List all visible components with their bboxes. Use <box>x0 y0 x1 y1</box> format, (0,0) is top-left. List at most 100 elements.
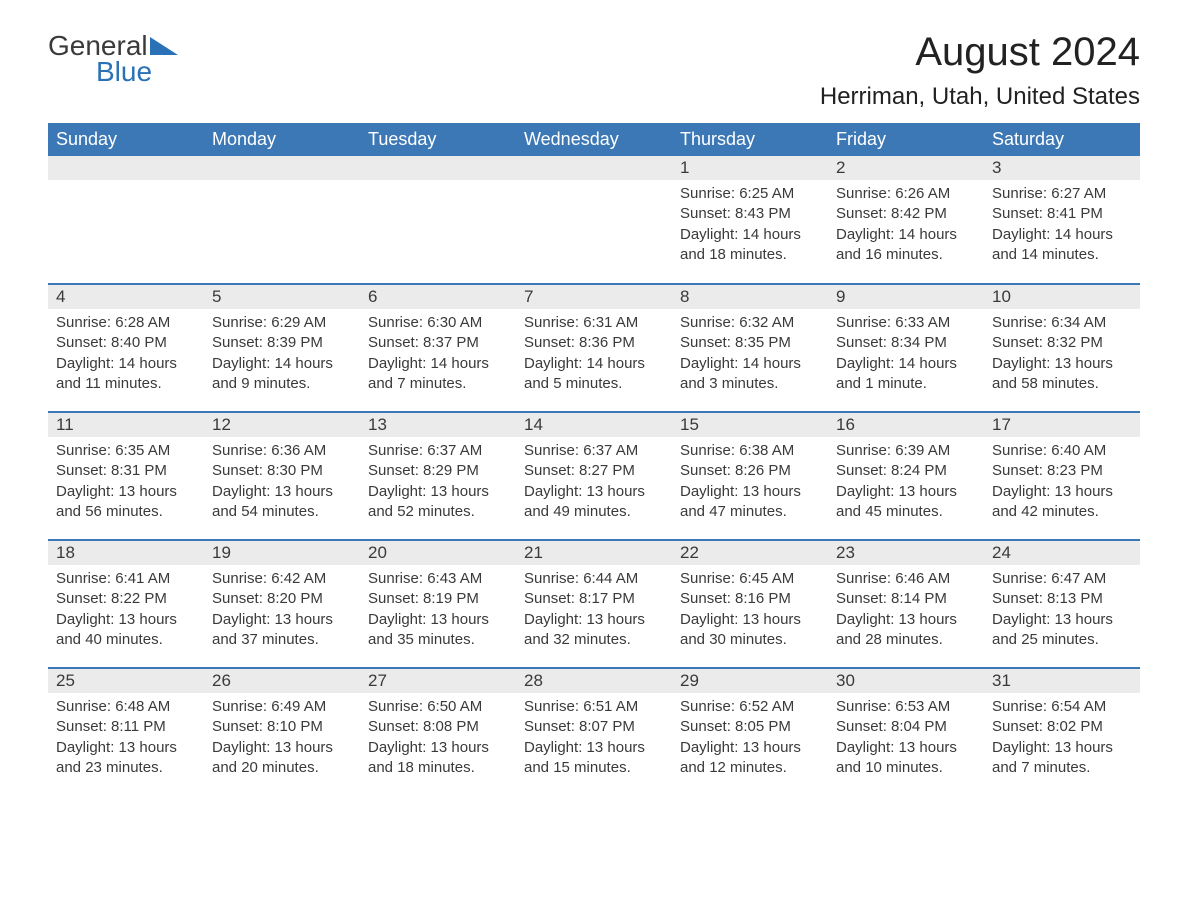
day-content: Sunrise: 6:32 AMSunset: 8:35 PMDaylight:… <box>672 309 828 398</box>
daylight-text: Daylight: 13 hours and 49 minutes. <box>524 482 664 523</box>
day-content: Sunrise: 6:31 AMSunset: 8:36 PMDaylight:… <box>516 309 672 398</box>
day-content: Sunrise: 6:51 AMSunset: 8:07 PMDaylight:… <box>516 693 672 782</box>
sunset-text: Sunset: 8:35 PM <box>680 333 820 353</box>
daylight-text: Daylight: 14 hours and 18 minutes. <box>680 225 820 266</box>
daylight-text: Daylight: 14 hours and 1 minute. <box>836 354 976 395</box>
day-cell: 15Sunrise: 6:38 AMSunset: 8:26 PMDayligh… <box>672 412 828 540</box>
day-content: Sunrise: 6:45 AMSunset: 8:16 PMDaylight:… <box>672 565 828 654</box>
day-number: 4 <box>48 285 204 309</box>
daylight-text: Daylight: 14 hours and 11 minutes. <box>56 354 196 395</box>
day-header-friday: Friday <box>828 123 984 156</box>
day-number: 6 <box>360 285 516 309</box>
day-content: Sunrise: 6:54 AMSunset: 8:02 PMDaylight:… <box>984 693 1140 782</box>
day-content: Sunrise: 6:35 AMSunset: 8:31 PMDaylight:… <box>48 437 204 526</box>
day-cell: 24Sunrise: 6:47 AMSunset: 8:13 PMDayligh… <box>984 540 1140 668</box>
day-number: 7 <box>516 285 672 309</box>
day-content: Sunrise: 6:41 AMSunset: 8:22 PMDaylight:… <box>48 565 204 654</box>
day-number <box>516 156 672 180</box>
daylight-text: Daylight: 13 hours and 25 minutes. <box>992 610 1132 651</box>
daylight-text: Daylight: 13 hours and 52 minutes. <box>368 482 508 523</box>
location: Herriman, Utah, United States <box>820 83 1140 111</box>
day-number: 21 <box>516 541 672 565</box>
week-row: 11Sunrise: 6:35 AMSunset: 8:31 PMDayligh… <box>48 412 1140 540</box>
sunset-text: Sunset: 8:26 PM <box>680 461 820 481</box>
sunset-text: Sunset: 8:23 PM <box>992 461 1132 481</box>
sunset-text: Sunset: 8:20 PM <box>212 589 352 609</box>
day-cell: 18Sunrise: 6:41 AMSunset: 8:22 PMDayligh… <box>48 540 204 668</box>
day-content: Sunrise: 6:39 AMSunset: 8:24 PMDaylight:… <box>828 437 984 526</box>
daylight-text: Daylight: 13 hours and 42 minutes. <box>992 482 1132 523</box>
day-number: 14 <box>516 413 672 437</box>
day-content: Sunrise: 6:43 AMSunset: 8:19 PMDaylight:… <box>360 565 516 654</box>
daylight-text: Daylight: 14 hours and 7 minutes. <box>368 354 508 395</box>
sunrise-text: Sunrise: 6:25 AM <box>680 184 820 204</box>
day-content: Sunrise: 6:46 AMSunset: 8:14 PMDaylight:… <box>828 565 984 654</box>
day-number: 3 <box>984 156 1140 180</box>
daylight-text: Daylight: 13 hours and 37 minutes. <box>212 610 352 651</box>
sunrise-text: Sunrise: 6:37 AM <box>368 441 508 461</box>
day-content: Sunrise: 6:52 AMSunset: 8:05 PMDaylight:… <box>672 693 828 782</box>
daylight-text: Daylight: 13 hours and 28 minutes. <box>836 610 976 651</box>
daylight-text: Daylight: 13 hours and 20 minutes. <box>212 738 352 779</box>
daylight-text: Daylight: 13 hours and 7 minutes. <box>992 738 1132 779</box>
sunset-text: Sunset: 8:27 PM <box>524 461 664 481</box>
sunrise-text: Sunrise: 6:41 AM <box>56 569 196 589</box>
day-cell: 9Sunrise: 6:33 AMSunset: 8:34 PMDaylight… <box>828 284 984 412</box>
day-cell: 30Sunrise: 6:53 AMSunset: 8:04 PMDayligh… <box>828 668 984 796</box>
day-number: 23 <box>828 541 984 565</box>
day-cell: 27Sunrise: 6:50 AMSunset: 8:08 PMDayligh… <box>360 668 516 796</box>
day-cell: 28Sunrise: 6:51 AMSunset: 8:07 PMDayligh… <box>516 668 672 796</box>
day-cell: 20Sunrise: 6:43 AMSunset: 8:19 PMDayligh… <box>360 540 516 668</box>
daylight-text: Daylight: 14 hours and 5 minutes. <box>524 354 664 395</box>
day-header-row: Sunday Monday Tuesday Wednesday Thursday… <box>48 123 1140 156</box>
day-number: 27 <box>360 669 516 693</box>
day-number: 26 <box>204 669 360 693</box>
sunset-text: Sunset: 8:29 PM <box>368 461 508 481</box>
day-cell: 5Sunrise: 6:29 AMSunset: 8:39 PMDaylight… <box>204 284 360 412</box>
day-content: Sunrise: 6:37 AMSunset: 8:27 PMDaylight:… <box>516 437 672 526</box>
daylight-text: Daylight: 13 hours and 54 minutes. <box>212 482 352 523</box>
day-number: 31 <box>984 669 1140 693</box>
daylight-text: Daylight: 14 hours and 9 minutes. <box>212 354 352 395</box>
day-cell: 13Sunrise: 6:37 AMSunset: 8:29 PMDayligh… <box>360 412 516 540</box>
day-content: Sunrise: 6:37 AMSunset: 8:29 PMDaylight:… <box>360 437 516 526</box>
daylight-text: Daylight: 13 hours and 58 minutes. <box>992 354 1132 395</box>
sunrise-text: Sunrise: 6:35 AM <box>56 441 196 461</box>
week-row: 1Sunrise: 6:25 AMSunset: 8:43 PMDaylight… <box>48 156 1140 284</box>
sunset-text: Sunset: 8:22 PM <box>56 589 196 609</box>
header: General Blue August 2024 Herriman, Utah,… <box>48 30 1140 111</box>
sunrise-text: Sunrise: 6:29 AM <box>212 313 352 333</box>
day-content: Sunrise: 6:42 AMSunset: 8:20 PMDaylight:… <box>204 565 360 654</box>
week-row: 25Sunrise: 6:48 AMSunset: 8:11 PMDayligh… <box>48 668 1140 796</box>
day-header-saturday: Saturday <box>984 123 1140 156</box>
sunrise-text: Sunrise: 6:49 AM <box>212 697 352 717</box>
daylight-text: Daylight: 14 hours and 14 minutes. <box>992 225 1132 266</box>
day-header-thursday: Thursday <box>672 123 828 156</box>
sunset-text: Sunset: 8:05 PM <box>680 717 820 737</box>
day-cell: 8Sunrise: 6:32 AMSunset: 8:35 PMDaylight… <box>672 284 828 412</box>
day-content: Sunrise: 6:48 AMSunset: 8:11 PMDaylight:… <box>48 693 204 782</box>
day-content: Sunrise: 6:26 AMSunset: 8:42 PMDaylight:… <box>828 180 984 269</box>
sunrise-text: Sunrise: 6:54 AM <box>992 697 1132 717</box>
calendar-body: 1Sunrise: 6:25 AMSunset: 8:43 PMDaylight… <box>48 156 1140 796</box>
day-number: 10 <box>984 285 1140 309</box>
week-row: 4Sunrise: 6:28 AMSunset: 8:40 PMDaylight… <box>48 284 1140 412</box>
daylight-text: Daylight: 13 hours and 15 minutes. <box>524 738 664 779</box>
sunset-text: Sunset: 8:31 PM <box>56 461 196 481</box>
sunrise-text: Sunrise: 6:51 AM <box>524 697 664 717</box>
sunrise-text: Sunrise: 6:27 AM <box>992 184 1132 204</box>
sunset-text: Sunset: 8:40 PM <box>56 333 196 353</box>
sunrise-text: Sunrise: 6:30 AM <box>368 313 508 333</box>
day-content: Sunrise: 6:49 AMSunset: 8:10 PMDaylight:… <box>204 693 360 782</box>
title-section: August 2024 Herriman, Utah, United State… <box>820 30 1140 111</box>
day-content: Sunrise: 6:30 AMSunset: 8:37 PMDaylight:… <box>360 309 516 398</box>
logo-blue: Blue <box>96 56 152 88</box>
day-cell: 21Sunrise: 6:44 AMSunset: 8:17 PMDayligh… <box>516 540 672 668</box>
day-cell: 26Sunrise: 6:49 AMSunset: 8:10 PMDayligh… <box>204 668 360 796</box>
daylight-text: Daylight: 14 hours and 16 minutes. <box>836 225 976 266</box>
day-number: 25 <box>48 669 204 693</box>
sunset-text: Sunset: 8:11 PM <box>56 717 196 737</box>
day-number: 11 <box>48 413 204 437</box>
day-content: Sunrise: 6:27 AMSunset: 8:41 PMDaylight:… <box>984 180 1140 269</box>
sunrise-text: Sunrise: 6:48 AM <box>56 697 196 717</box>
